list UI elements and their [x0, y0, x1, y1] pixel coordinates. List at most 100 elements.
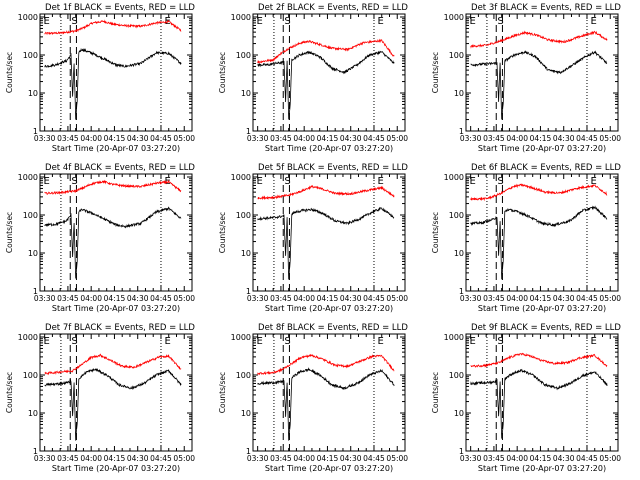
x-tick-label: 05:00: [386, 134, 408, 143]
y-tick-label: 100: [236, 371, 251, 380]
event-marker-label: S: [284, 336, 290, 347]
x-tick-label: 04:45: [363, 294, 385, 303]
event-marker-label: E: [377, 16, 383, 27]
x-tick-label: 03:30: [34, 454, 56, 463]
y-tick-label: 1000: [231, 333, 251, 342]
x-tick-label: 04:15: [317, 454, 339, 463]
y-tick-label: 1: [246, 287, 251, 296]
panel-det-6: Det 6f BLACK = Events, RED = LLD 1 10 100 10…: [431, 163, 621, 313]
event-marker-label: S: [497, 16, 503, 27]
lld-series-line: [257, 184, 395, 201]
events-series-line: [257, 50, 395, 120]
x-tick-label: 04:15: [317, 134, 339, 143]
x-axis-label: Start Time (20-Apr-07 03:27:20): [478, 464, 606, 473]
x-tick-label: 04:00: [293, 134, 315, 143]
x-tick-label: 04:45: [150, 294, 172, 303]
panel-det-7: Det 7f BLACK = Events, RED = LLD 1 10 100 10…: [5, 323, 195, 473]
events-series-line: [44, 206, 182, 279]
x-tick-label: 04:00: [80, 134, 102, 143]
event-marker-label: S: [497, 176, 503, 187]
x-tick-label: 05:00: [386, 294, 408, 303]
event-marker-label: E: [164, 336, 170, 347]
panel-det-4: Det 4f BLACK = Events, RED = LLD 1 10 100 10…: [5, 163, 195, 313]
x-tick-label: 03:45: [270, 294, 292, 303]
x-tick-label: 05:00: [173, 134, 195, 143]
event-marker-label: E: [590, 16, 596, 27]
events-series-line: [257, 206, 395, 280]
event-marker-label: S: [71, 336, 77, 347]
x-tick-label: 03:30: [34, 134, 56, 143]
panel-title: Det 2f BLACK = Events, RED = LLD: [258, 3, 408, 13]
x-tick-label: 04:00: [506, 454, 528, 463]
x-tick-label: 04:45: [576, 294, 598, 303]
x-tick-label: 05:00: [599, 294, 621, 303]
x-tick-label: 04:00: [293, 294, 315, 303]
event-marker-label: E: [256, 336, 262, 347]
event-marker-label: E: [377, 336, 383, 347]
event-marker-label: E: [469, 176, 475, 187]
y-axis-label: Counts/sec: [5, 52, 14, 93]
y-tick-label: 1: [459, 447, 464, 456]
y-tick-label: 10: [28, 409, 38, 418]
x-axis-label: Start Time (20-Apr-07 03:27:20): [478, 144, 606, 153]
x-tick-label: 03:45: [483, 134, 505, 143]
x-tick-label: 04:30: [127, 134, 149, 143]
lld-series-line: [44, 19, 182, 36]
x-tick-label: 03:45: [57, 294, 79, 303]
y-tick-label: 1: [33, 127, 38, 136]
y-tick-label: 1: [33, 447, 38, 456]
x-tick-label: 04:45: [363, 454, 385, 463]
x-tick-label: 04:30: [340, 294, 362, 303]
x-tick-label: 04:45: [363, 134, 385, 143]
panel-title: Det 7f BLACK = Events, RED = LLD: [45, 323, 195, 333]
y-tick-label: 1: [246, 447, 251, 456]
y-tick-label: 1000: [18, 13, 38, 22]
x-tick-label: 03:45: [483, 294, 505, 303]
lld-series-line: [44, 179, 182, 195]
lld-series-line: [44, 353, 182, 376]
y-axis-label: Counts/sec: [431, 52, 440, 93]
x-tick-label: 04:30: [127, 454, 149, 463]
events-series-line: [44, 367, 182, 441]
y-tick-label: 1: [459, 127, 464, 136]
y-axis-label: Counts/sec: [218, 372, 227, 413]
y-tick-label: 100: [449, 51, 464, 60]
event-marker-label: S: [71, 16, 77, 27]
panel-title: Det 5f BLACK = Events, RED = LLD: [258, 163, 408, 173]
event-marker-label: E: [590, 336, 596, 347]
panel-det-5: Det 5f BLACK = Events, RED = LLD 1 10 100 10…: [218, 163, 408, 313]
x-tick-label: 04:15: [530, 294, 552, 303]
x-tick-label: 05:00: [173, 454, 195, 463]
y-tick-label: 10: [454, 89, 464, 98]
y-tick-label: 1000: [18, 173, 38, 182]
y-tick-label: 1000: [444, 333, 464, 342]
x-tick-label: 04:45: [576, 134, 598, 143]
x-tick-label: 04:30: [553, 134, 575, 143]
x-tick-label: 04:00: [293, 454, 315, 463]
lld-series-line: [257, 353, 395, 376]
y-axis-label: Counts/sec: [431, 212, 440, 253]
x-tick-label: 04:45: [576, 454, 598, 463]
x-tick-label: 04:15: [104, 454, 126, 463]
lld-series-line: [257, 38, 395, 64]
x-tick-label: 03:45: [270, 134, 292, 143]
x-tick-label: 04:15: [104, 134, 126, 143]
y-tick-label: 100: [23, 371, 38, 380]
x-tick-label: 04:30: [127, 294, 149, 303]
lld-series-line: [470, 183, 608, 202]
panel-title: Det 3f BLACK = Events, RED = LLD: [471, 3, 621, 13]
y-axis-label: Counts/sec: [5, 212, 14, 253]
y-tick-label: 1000: [18, 333, 38, 342]
y-tick-label: 10: [454, 249, 464, 258]
panel-title: Det 9f BLACK = Events, RED = LLD: [471, 323, 621, 333]
event-marker-label: S: [284, 176, 290, 187]
x-tick-label: 04:00: [80, 294, 102, 303]
x-axis-label: Start Time (20-Apr-07 03:27:20): [265, 144, 393, 153]
event-marker-label: S: [497, 336, 503, 347]
events-series-line: [470, 205, 608, 280]
plot-frame: [39, 13, 193, 132]
x-tick-label: 05:00: [386, 454, 408, 463]
y-tick-label: 100: [23, 211, 38, 220]
x-tick-label: 04:30: [553, 454, 575, 463]
